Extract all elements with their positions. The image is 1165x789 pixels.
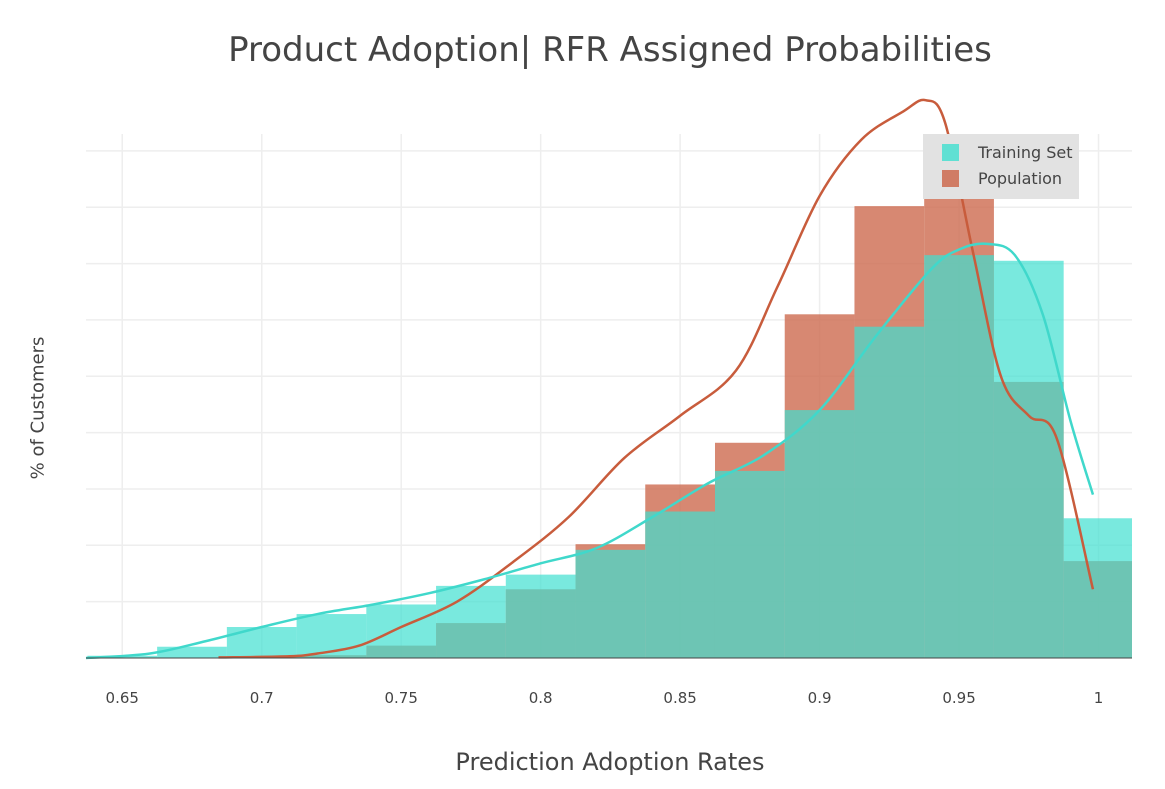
x-tick-label: 0.65 — [106, 689, 139, 707]
x-tick-label: 0.8 — [529, 689, 553, 707]
bar-training-set[interactable] — [505, 574, 576, 658]
bar-training-set[interactable] — [575, 549, 646, 658]
bar-training-set[interactable] — [924, 255, 994, 659]
x-tick-label: 0.9 — [808, 689, 832, 707]
bar-training-set[interactable] — [784, 410, 855, 658]
x-tick-label: 0.95 — [942, 689, 975, 707]
bar-training-set[interactable] — [436, 585, 506, 658]
chart-title: Product Adoption| RFR Assigned Probabili… — [228, 30, 992, 70]
x-tick-label: 1 — [1094, 689, 1104, 707]
bar-training-set[interactable] — [226, 627, 297, 658]
bar-training-set[interactable] — [157, 646, 227, 658]
x-tick-label: 0.7 — [250, 689, 274, 707]
density-curves — [85, 98, 1095, 660]
legend-swatch[interactable] — [942, 170, 959, 187]
density-curve-training-set[interactable] — [85, 242, 1095, 660]
density-curve-population[interactable] — [218, 98, 1095, 659]
legend-label[interactable]: Population — [978, 169, 1062, 188]
histogram-bars — [87, 191, 1132, 659]
legend-label[interactable]: Training Set — [977, 143, 1073, 162]
x-tick-label: 0.85 — [663, 689, 696, 707]
bar-training-set[interactable] — [854, 326, 925, 658]
x-tick-label: 0.75 — [384, 689, 417, 707]
bar-training-set[interactable] — [993, 260, 1064, 658]
legend-swatch[interactable] — [942, 144, 959, 161]
x-tick-labels: 0.65 0.7 0.75 0.8 0.85 0.9 0.95 1 — [106, 689, 1104, 707]
x-axis-label: Prediction Adoption Rates — [455, 748, 765, 776]
bar-training-set[interactable] — [714, 470, 785, 658]
legend[interactable]: Training Set Population — [923, 134, 1079, 199]
bar-training-set[interactable] — [645, 511, 715, 658]
bar-training-set[interactable] — [366, 604, 437, 658]
bar-training-set[interactable] — [1063, 518, 1132, 658]
